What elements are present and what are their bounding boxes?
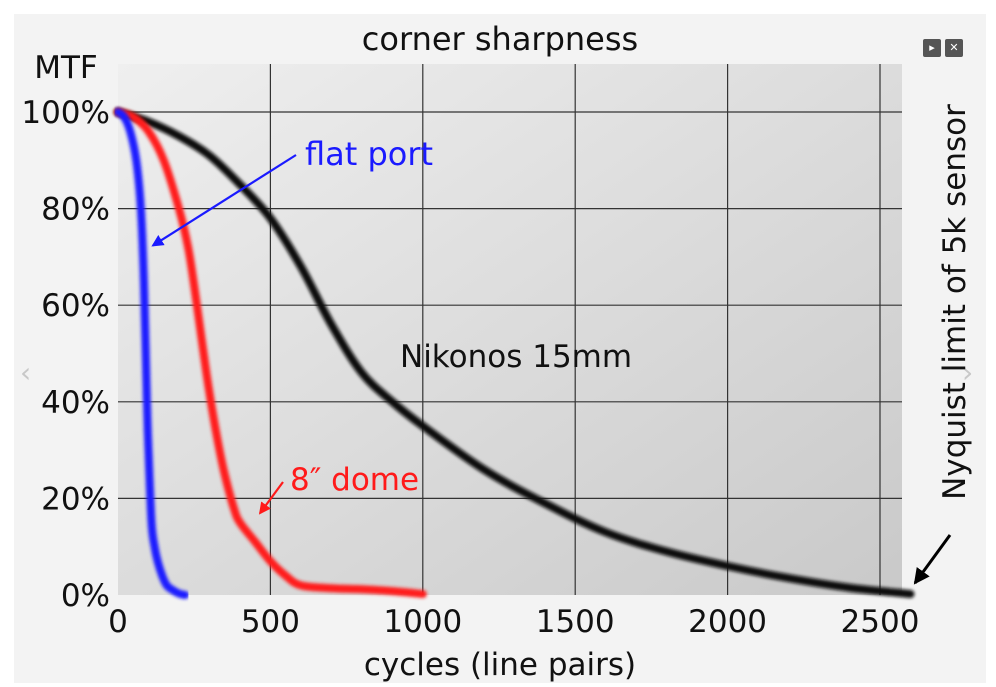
y-tick-labels: 0% 20% 40% 60% 80% 100%	[21, 95, 110, 614]
curve-nikonos-15mm	[114, 108, 915, 599]
x-tick-label: 1000	[383, 604, 462, 640]
dome-arrow	[258, 481, 284, 515]
x-tick-labels: 0 500 1000 1500 2000 2500	[108, 604, 919, 640]
annotation-arrows	[151, 154, 952, 585]
curves	[114, 108, 915, 599]
x-tick-label: 2000	[688, 604, 767, 640]
annotation-nikonos-15mm: Nikonos 15mm	[400, 339, 632, 375]
y-tick-label: 40%	[41, 385, 110, 421]
nyquist-arrow	[913, 534, 952, 585]
annotation-nyquist-limit: Nyquist limit of 5k sensor	[937, 104, 973, 500]
play-icon[interactable]: ▸	[923, 39, 941, 57]
chart-title: corner sharpness	[362, 20, 638, 58]
y-tick-label: 0%	[61, 578, 110, 614]
next-arrow-icon[interactable]: ›	[962, 356, 974, 389]
x-tick-label: 2500	[841, 604, 920, 640]
annotation-8-dome: 8″ dome	[290, 462, 419, 498]
close-icon[interactable]: ✕	[945, 39, 963, 57]
y-axis-label: MTF	[34, 50, 98, 86]
curve-8-dome	[114, 108, 427, 599]
y-tick-label: 100%	[21, 95, 110, 131]
x-tick-label: 1500	[536, 604, 615, 640]
annotation-flat-port: flat port	[305, 135, 433, 173]
flat-port-arrow	[151, 154, 297, 247]
x-tick-label: 500	[241, 604, 300, 640]
y-tick-label: 60%	[41, 288, 110, 324]
y-tick-label: 20%	[41, 481, 110, 517]
y-tick-label: 80%	[41, 192, 110, 228]
plot-area	[118, 64, 902, 595]
prev-arrow-icon[interactable]: ‹	[20, 356, 32, 389]
x-tick-label: 0	[108, 604, 128, 640]
x-axis-label: cycles (line pairs)	[364, 647, 636, 683]
curve-flat-port	[114, 108, 190, 599]
